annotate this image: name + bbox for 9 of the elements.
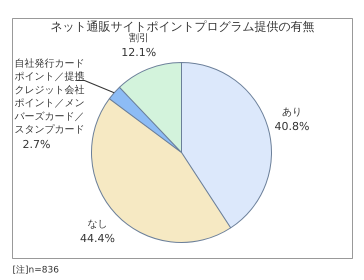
slice-label: なし	[88, 218, 108, 230]
text: [注]n=836	[12, 264, 60, 276]
slice-label: あり	[282, 107, 302, 118]
chart-title: ネット通販サイトポイントプログラム提供の有無	[50, 20, 314, 34]
slice-label: 割引	[128, 32, 149, 44]
data-label: 2.7%	[22, 138, 50, 151]
data-label: 44.4%	[80, 232, 116, 245]
data-label: 40.8%	[274, 120, 310, 134]
data-label: 12.1%	[121, 46, 156, 60]
